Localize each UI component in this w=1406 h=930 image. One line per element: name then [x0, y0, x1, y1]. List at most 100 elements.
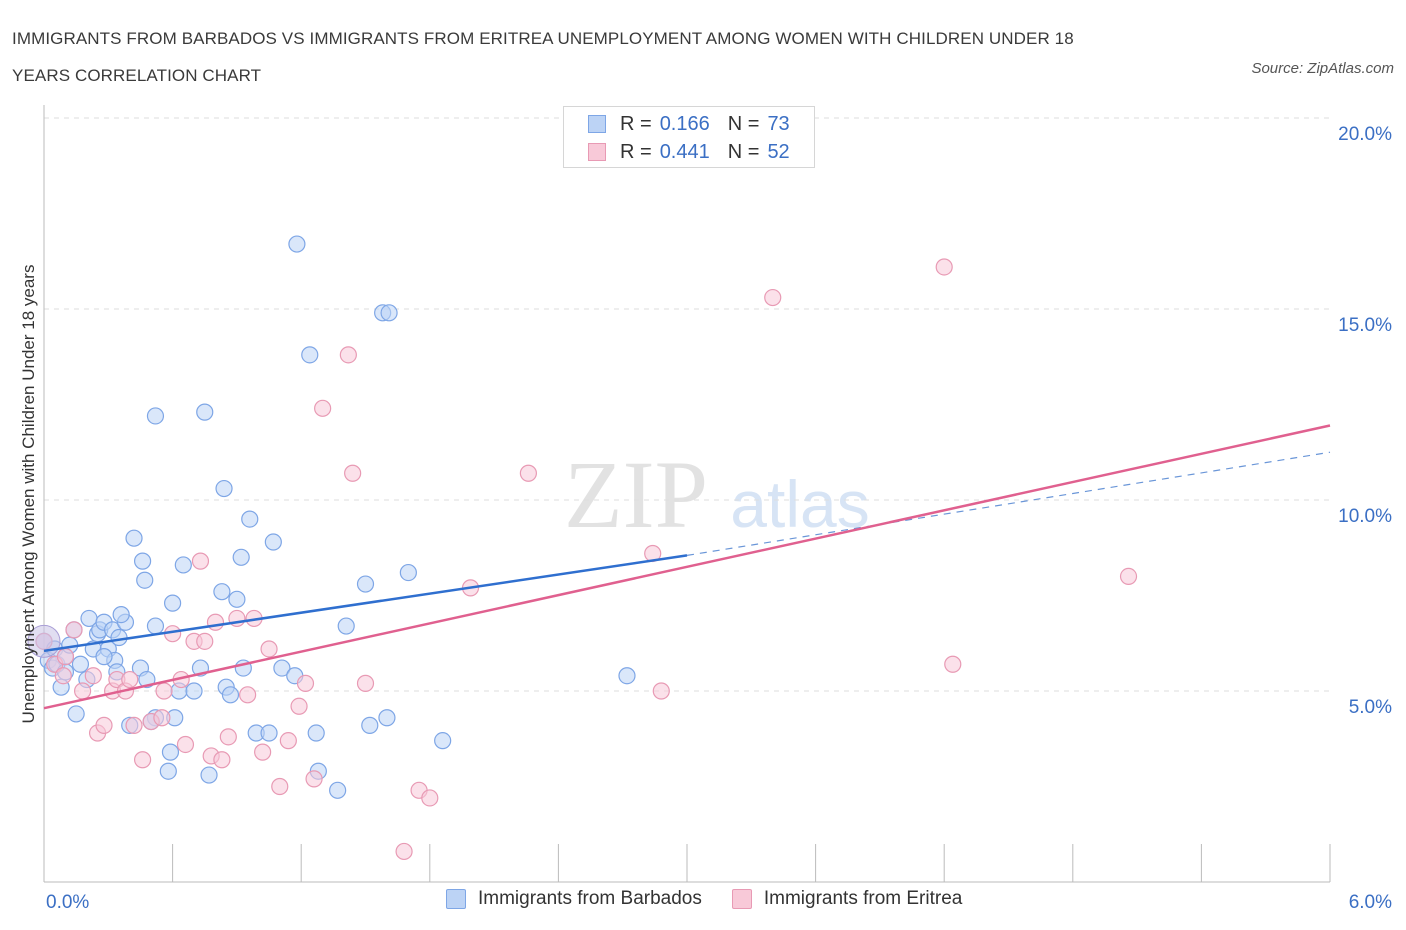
- trend-line-barbados: [43, 554, 688, 653]
- point-barbados: [273, 659, 291, 677]
- point-barbados: [71, 655, 90, 673]
- point-eritrea: [191, 552, 210, 570]
- point-barbados: [434, 732, 452, 750]
- legend-row-barbados: R = 0.166 N = 73: [588, 110, 790, 138]
- point-eritrea: [356, 674, 375, 692]
- point-barbados: [161, 743, 180, 761]
- point-barbados: [241, 510, 259, 528]
- legend-n-value: 73: [767, 112, 790, 135]
- point-eritrea: [219, 728, 237, 746]
- point-eritrea: [944, 655, 962, 673]
- point-eritrea: [314, 399, 332, 417]
- point-barbados: [380, 304, 398, 322]
- point-barbados: [337, 617, 355, 635]
- point-barbados: [228, 590, 246, 608]
- x-tick-label: 0.0%: [46, 892, 89, 913]
- point-eritrea: [271, 777, 289, 796]
- point-barbados: [146, 617, 165, 635]
- legend-label-barbados: Immigrants from Barbados: [478, 888, 702, 909]
- legend-n-label: N =: [727, 140, 760, 163]
- point-barbados: [329, 781, 347, 799]
- legend-n-label: N =: [727, 112, 760, 135]
- point-eritrea: [290, 697, 308, 715]
- point-eritrea: [54, 667, 72, 685]
- y-tick-label: 15.0%: [1338, 315, 1392, 336]
- axes: 5.0% 10.0% 15.0% 20.0% 0.0% 6.0%: [43, 105, 1392, 913]
- point-barbados: [618, 667, 636, 685]
- point-eritrea: [155, 682, 173, 700]
- y-tick-label: 20.0%: [1338, 124, 1392, 145]
- series-legend: Immigrants from Barbados Immigrants from…: [446, 888, 992, 910]
- point-barbados: [125, 529, 143, 547]
- legend-n-value: 52: [767, 140, 790, 163]
- point-barbados: [136, 571, 154, 589]
- point-barbados: [213, 583, 231, 601]
- watermark-atlas: atlas: [730, 467, 869, 541]
- point-barbados: [399, 563, 417, 582]
- point-barbados: [146, 407, 165, 425]
- point-eritrea: [213, 751, 231, 769]
- chart-title-line-2: YEARS CORRELATION CHART: [12, 66, 262, 85]
- legend-r-label: R =: [620, 140, 652, 163]
- point-barbados: [260, 724, 278, 742]
- point-barbados: [110, 628, 128, 647]
- point-eritrea: [95, 716, 113, 734]
- point-barbados: [356, 575, 375, 593]
- source-label: Source: ZipAtlas.com: [1251, 60, 1394, 77]
- point-barbados: [159, 762, 177, 780]
- point-barbados: [307, 724, 325, 742]
- point-eritrea: [153, 709, 171, 727]
- point-barbados: [264, 533, 282, 551]
- legend-swatch-eritrea: [588, 143, 606, 161]
- trend-lines: [43, 424, 1331, 710]
- data-points: [27, 235, 1138, 861]
- point-barbados: [215, 479, 233, 498]
- point-barbados: [196, 403, 214, 421]
- watermark: ZIP atlas: [564, 441, 870, 548]
- trend-line-barbados-extension: [686, 451, 1331, 556]
- point-eritrea: [764, 288, 782, 307]
- point-barbados: [288, 235, 306, 253]
- point-eritrea: [652, 682, 670, 700]
- watermark-zip: ZIP: [564, 441, 708, 548]
- point-barbados: [361, 716, 379, 734]
- point-barbados: [67, 705, 85, 723]
- point-eritrea: [196, 632, 214, 650]
- point-eritrea: [260, 640, 278, 658]
- y-tick-label: 5.0%: [1349, 697, 1392, 718]
- trend-line-eritrea: [43, 424, 1331, 710]
- point-eritrea: [421, 789, 439, 807]
- legend-swatch-barbados: [588, 115, 606, 133]
- point-eritrea: [65, 621, 83, 639]
- point-barbados: [200, 766, 218, 784]
- point-eritrea: [239, 686, 257, 704]
- point-barbados: [112, 605, 130, 624]
- point-eritrea: [254, 743, 272, 761]
- point-barbados: [164, 594, 182, 612]
- point-eritrea: [73, 682, 92, 700]
- point-barbados: [133, 552, 152, 570]
- point-eritrea: [339, 346, 357, 364]
- correlation-legend: R = 0.166 N = 73 R = 0.441 N = 52: [563, 106, 815, 168]
- point-eritrea: [305, 770, 323, 788]
- point-eritrea: [206, 613, 225, 631]
- legend-item-barbados[interactable]: Immigrants from Barbados: [446, 888, 702, 910]
- point-barbados: [185, 682, 203, 700]
- point-eritrea: [519, 464, 537, 482]
- point-eritrea: [121, 670, 139, 689]
- point-eritrea: [1119, 567, 1138, 586]
- point-eritrea: [84, 667, 102, 685]
- y-tick-label: 10.0%: [1338, 506, 1392, 527]
- legend-r-label: R =: [620, 112, 652, 135]
- legend-swatch-eritrea: [731, 889, 752, 909]
- point-barbados: [232, 548, 250, 566]
- x-tick-label: 6.0%: [1349, 892, 1392, 913]
- legend-r-value: 0.441: [659, 140, 710, 163]
- legend-row-eritrea: R = 0.441 N = 52: [588, 138, 790, 166]
- legend-item-eritrea[interactable]: Immigrants from Eritrea: [731, 888, 962, 910]
- point-barbados: [95, 648, 113, 666]
- point-eritrea: [395, 842, 413, 861]
- point-barbados: [378, 709, 396, 727]
- point-eritrea: [133, 751, 152, 769]
